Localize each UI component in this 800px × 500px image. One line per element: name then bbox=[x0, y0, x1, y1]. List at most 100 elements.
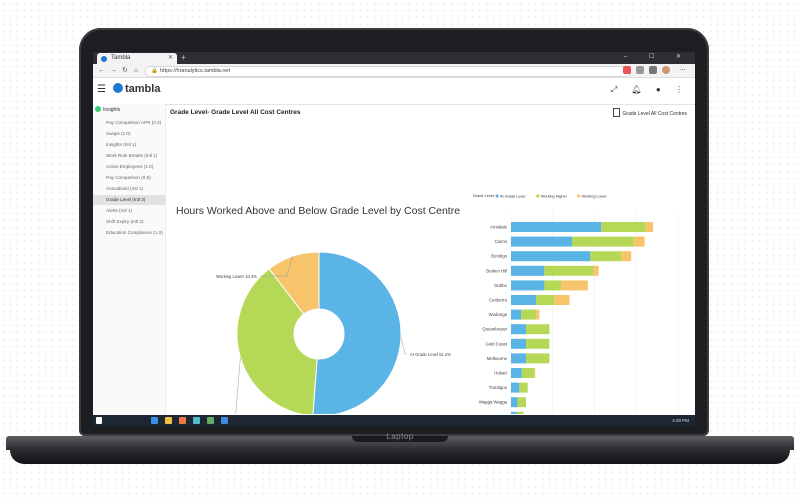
laptop-notch bbox=[352, 436, 448, 442]
bar-legend-swatch bbox=[536, 194, 540, 198]
forward-icon[interactable]: → bbox=[110, 67, 117, 74]
tambla-logo-mark-icon bbox=[113, 83, 123, 93]
bar-category-label: Gold Coast bbox=[486, 341, 508, 346]
windows-taskbar: 4:30 PM bbox=[93, 415, 695, 426]
sidebar-item[interactable]: Alerts (Intl 1) bbox=[106, 208, 133, 213]
app4-taskbar-icon[interactable] bbox=[221, 417, 228, 424]
pie-slice bbox=[236, 268, 318, 414]
home-icon[interactable]: ⌂ bbox=[134, 67, 139, 74]
close-tab-icon[interactable]: ✕ bbox=[167, 55, 173, 61]
cost-centre-report-button[interactable]: Grade Level All Cost Centres bbox=[612, 108, 687, 117]
app2-taskbar-icon[interactable] bbox=[193, 417, 200, 424]
bar-segment bbox=[511, 411, 517, 414]
bar-category-label: Wagga Wagga bbox=[479, 400, 508, 405]
tambla-logo[interactable]: tambla bbox=[113, 83, 160, 95]
bar-legend-entry: At Grade Level bbox=[500, 195, 525, 199]
bar-category-label: Dubbo bbox=[494, 283, 507, 288]
refresh-icon[interactable]: ↻ bbox=[122, 67, 128, 74]
browser-tab-bar: Tambla ✕ + – ☐ ✕ bbox=[93, 52, 695, 64]
back-icon[interactable]: ← bbox=[98, 67, 105, 74]
bar-segment bbox=[521, 309, 537, 320]
account-icon[interactable]: ● bbox=[655, 85, 661, 94]
bar-segment bbox=[633, 236, 645, 247]
edge-taskbar-icon[interactable] bbox=[151, 417, 158, 424]
bar-segment bbox=[645, 222, 653, 232]
sidebar-item[interactable]: Work Rule Breaks (Intl 1) bbox=[106, 153, 158, 158]
bar-category-label: Wodonga bbox=[489, 312, 508, 317]
bar-segment bbox=[511, 309, 522, 320]
bar-category-label: Hobart bbox=[494, 371, 508, 376]
bar-segment bbox=[511, 280, 545, 291]
collections-icon[interactable] bbox=[649, 66, 657, 74]
sidebar-item[interactable]: Education Compliance (1.0) bbox=[106, 230, 163, 235]
sidebar: Insights Pay Comparison APR (0.4) Swaps (… bbox=[93, 104, 166, 415]
bar-segment bbox=[621, 251, 632, 262]
hamburger-menu-icon[interactable]: ☰ bbox=[97, 84, 106, 95]
bar-segment bbox=[601, 222, 646, 232]
bar-segment bbox=[517, 397, 527, 408]
app-taskbar-icon[interactable] bbox=[179, 417, 186, 424]
favorites-icon[interactable] bbox=[636, 66, 644, 74]
bar-category-label: Cairns bbox=[495, 239, 507, 244]
sidebar-item[interactable]: Grade Level (Intl 3) bbox=[93, 195, 165, 205]
start-icon[interactable] bbox=[96, 417, 102, 424]
explorer-taskbar-icon[interactable] bbox=[165, 417, 172, 424]
document-icon bbox=[612, 108, 620, 117]
bar-segment bbox=[516, 411, 524, 414]
bar-legend-entry: Working Higher bbox=[541, 195, 568, 199]
bar-legend-title: Grade Level bbox=[473, 194, 494, 198]
bar-segment bbox=[511, 295, 537, 305]
sidebar-item[interactable]: Pay Comparison APR (0.4) bbox=[106, 120, 162, 125]
bar-segment bbox=[511, 397, 518, 408]
bar-segment bbox=[593, 265, 599, 276]
sidebar-item[interactable]: Insights (Intl 1) bbox=[106, 142, 137, 147]
bar-segment bbox=[511, 338, 527, 349]
bar-legend-entry: Working Lower bbox=[582, 195, 608, 199]
tab-title: Tambla bbox=[111, 55, 131, 61]
url-bar[interactable]: 🔒 https://hranalytics.tambla.net bbox=[145, 66, 631, 77]
sidebar-header[interactable]: Insights bbox=[95, 106, 120, 113]
new-tab-button[interactable]: + bbox=[181, 53, 186, 62]
bar-category-label: Queanbeyan bbox=[482, 327, 507, 332]
bar-category-label: Melbourne bbox=[487, 356, 508, 361]
app-header: ☰ tambla ⤢ 🔔︎ ● ⋮ bbox=[93, 78, 695, 105]
laptop-base-bottom bbox=[10, 450, 790, 464]
url-text: https://hranalytics.tambla.net bbox=[160, 68, 231, 74]
more-vertical-icon[interactable]: ⋮ bbox=[675, 85, 683, 94]
bar-segment bbox=[544, 265, 594, 276]
pie-chart-title: Hours Worked Above and Below Grade Level… bbox=[176, 205, 460, 217]
app3-taskbar-icon[interactable] bbox=[207, 417, 214, 424]
sidebar-item[interactable]: Swaps (1.0) bbox=[106, 131, 131, 136]
sidebar-item[interactable]: Annualised (Intl 1) bbox=[106, 186, 144, 191]
extension-icon[interactable] bbox=[623, 66, 631, 74]
sidebar-item[interactable]: Shift Expiry (Intl 2) bbox=[106, 219, 144, 224]
bar-segment bbox=[526, 338, 550, 349]
bar-legend-swatch bbox=[495, 194, 499, 198]
bar-segment bbox=[521, 368, 535, 378]
expand-icon[interactable]: ⤢ bbox=[610, 85, 618, 94]
bar-category-label: Broken Hill bbox=[486, 268, 507, 273]
bar-segment bbox=[511, 236, 572, 247]
browser-menu-icon[interactable]: ⋯ bbox=[679, 67, 686, 74]
profile-avatar[interactable] bbox=[662, 66, 670, 74]
browser-toolbar: ← → ↻ ⌂ 🔒 https://hranalytics.tambla.net… bbox=[93, 64, 695, 78]
bar-segment bbox=[511, 265, 545, 276]
bar-category-label: Canberra bbox=[489, 298, 508, 303]
sidebar-item[interactable]: Pay Comparison (0.5) bbox=[106, 175, 151, 180]
tambla-favicon-icon bbox=[101, 56, 107, 62]
pie-callout-line bbox=[260, 256, 293, 277]
bar-segment bbox=[536, 309, 540, 320]
browser-tab[interactable]: Tambla ✕ bbox=[97, 53, 177, 64]
notifications-bell-icon[interactable]: 🔔︎ bbox=[631, 85, 642, 94]
bar-legend-swatch bbox=[577, 194, 581, 198]
window-controls[interactable]: – ☐ ✕ bbox=[623, 54, 691, 60]
main-content: Grade Level- Grade Level All Cost Centre… bbox=[166, 104, 695, 415]
sidebar-header-label: Insights bbox=[103, 107, 121, 113]
sidebar-item[interactable]: Active Employees (1.0) bbox=[106, 164, 154, 169]
bar-segment bbox=[519, 382, 528, 393]
bar-segment bbox=[511, 324, 527, 335]
bar-segment bbox=[590, 251, 622, 262]
bar-segment bbox=[526, 324, 550, 335]
pie-slice-label: At Grade Level 51.2% bbox=[410, 352, 451, 357]
laptop-brand-label: Laptop bbox=[386, 432, 414, 441]
